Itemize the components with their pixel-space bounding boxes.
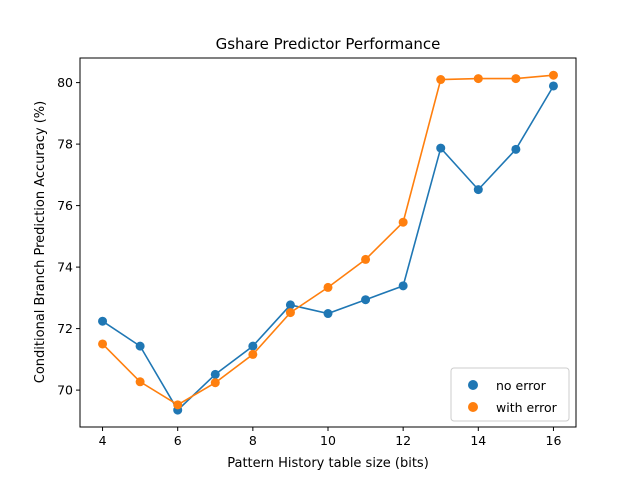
y-tick-label: 78 <box>57 137 73 152</box>
y-axis-label: Conditional Branch Prediction Accuracy (… <box>33 101 48 383</box>
y-tick-label: 72 <box>57 321 73 336</box>
data-point-with-error <box>323 282 333 292</box>
legend-marker-no-error <box>468 380 478 390</box>
legend-marker-with-error <box>468 402 478 412</box>
series-layer <box>98 70 558 415</box>
y-tick-label: 76 <box>57 198 73 213</box>
legend-label-with-error: with error <box>496 400 558 415</box>
data-point-with-error <box>135 377 145 387</box>
data-point-no-error <box>511 144 521 154</box>
legend-box <box>450 367 570 422</box>
data-point-with-error <box>398 217 408 227</box>
data-point-with-error <box>173 400 183 410</box>
x-tick-label: 6 <box>174 433 182 448</box>
data-point-no-error <box>210 369 220 379</box>
data-point-with-error <box>248 349 258 359</box>
data-point-no-error <box>473 185 483 195</box>
ticks-layer: 4 6 8 10 12 14 16 70 72 74 76 78 80 <box>57 75 561 448</box>
y-tick-label: 80 <box>57 75 73 90</box>
data-point-with-error <box>285 308 295 318</box>
x-tick-label: 10 <box>320 433 336 448</box>
data-point-no-error <box>248 341 258 351</box>
y-tick-label: 74 <box>57 260 73 275</box>
y-tick-label: 70 <box>57 383 73 398</box>
data-point-with-error <box>361 254 371 264</box>
data-point-no-error <box>285 300 295 310</box>
data-point-no-error <box>361 295 371 305</box>
x-tick-label: 8 <box>249 433 257 448</box>
x-tick-label: 14 <box>470 433 486 448</box>
x-tick-label: 12 <box>395 433 411 448</box>
data-point-with-error <box>436 75 446 85</box>
x-tick-label: 4 <box>99 433 107 448</box>
data-point-no-error <box>323 309 333 319</box>
data-point-with-error <box>473 74 483 84</box>
data-point-no-error <box>436 143 446 153</box>
data-point-no-error <box>398 281 408 291</box>
x-axis-label: Pattern History table size (bits) <box>227 456 429 471</box>
chart-title: Gshare Predictor Performance <box>216 35 441 53</box>
data-point-with-error <box>511 74 521 84</box>
data-point-no-error <box>135 341 145 351</box>
data-point-with-error <box>548 70 558 80</box>
data-point-with-error <box>210 378 220 388</box>
x-tick-label: 16 <box>546 433 562 448</box>
legend-label-no-error: no error <box>496 378 547 393</box>
legend: no error with error <box>450 367 570 422</box>
data-point-with-error <box>98 339 108 349</box>
data-point-no-error <box>98 316 108 326</box>
data-point-no-error <box>548 81 558 91</box>
